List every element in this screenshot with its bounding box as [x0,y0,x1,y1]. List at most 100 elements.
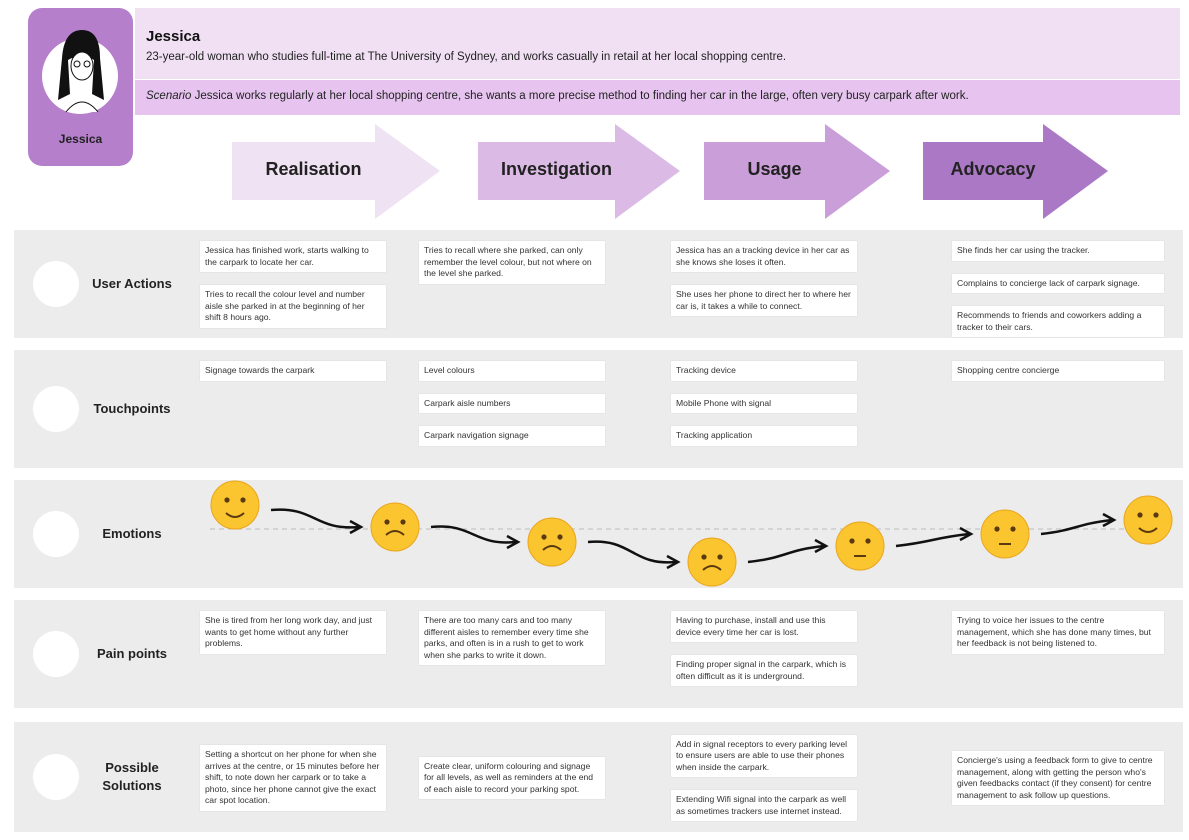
stage-label: Investigation [500,159,612,179]
note: Mobile Phone with signal [671,393,857,413]
emotion-shape [349,519,364,535]
note-column: She finds her car using the tracker. Comp… [952,241,1164,337]
note: Tracking device [671,361,857,381]
note-column: There are too many cars and too many dif… [419,611,605,699]
emotion-shape [506,534,521,550]
persona-name: Jessica [146,28,201,45]
row-icon [33,754,79,800]
note-column: Add in signal receptors to every parking… [671,733,857,823]
note-column: Shopping centre concierge [952,361,1164,459]
emotion-shape [980,509,1030,559]
stage-arrows [232,124,1108,219]
emotion-shape [835,521,885,571]
note: Jessica has an a tracking device in her … [671,241,857,272]
note-column: Trying to voice her issues to the centre… [952,611,1164,699]
note-column: Create clear, uniform colouring and sign… [419,733,605,823]
row-icon [33,511,79,557]
note-column: Having to purchase, install and use this… [671,611,857,699]
note: She finds her car using the tracker. [952,241,1164,261]
note: Tracking application [671,426,857,446]
note-column: Concierge's using a feedback form to giv… [952,733,1164,823]
row-icon [33,386,79,432]
emotion-shape [400,519,406,525]
emotion-shape [895,532,970,548]
note: Extending Wifi signal into the carpark a… [671,790,857,822]
emotion-shape [1102,512,1117,528]
row-label: Pain points [96,646,168,661]
emotion-shape [541,534,547,540]
emotion-shape [702,565,722,571]
note: Complains to concierge lack of carpark s… [952,273,1164,293]
row-label: Possible Solutions [102,760,162,793]
row-label: User Actions [92,276,172,291]
note: Concierge's using a feedback form to giv… [952,751,1164,805]
emotion-shape [666,554,681,570]
stage-label: Advocacy [950,159,1036,179]
scenario: Scenario Jessica works regularly at her … [146,90,969,102]
avatar-card: Jessica [28,8,133,166]
note: Carpark navigation signage [419,426,605,446]
note: Level colours [419,361,605,381]
note: Finding proper signal in the carpark, wh… [671,655,857,686]
emotion-shape [587,540,677,564]
emotion-shape [814,538,829,554]
note-column: She is tired from her long work day, and… [200,611,386,699]
note-column: Tracking device Mobile Phone with signal T… [671,361,857,459]
note-column: Level colours Carpark aisle numbers Carpar… [419,361,605,459]
note: Tries to recall where she parked, can on… [419,241,605,284]
note: Create clear, uniform colouring and sign… [419,756,605,800]
emotion-shape [717,554,723,560]
note: She uses her phone to direct her to wher… [671,285,857,316]
note: Recommends to friends and coworkers addi… [952,306,1164,337]
emotion-shape [994,526,1000,532]
emotion-shape [557,534,563,540]
note-column: Signage towards the carpark [200,361,386,459]
emotion-shape [849,538,855,544]
persona-description: 23-year-old woman who studies full-time … [146,51,787,63]
note-column: Tries to recall where she parked, can on… [419,241,605,329]
emotion-shape [225,512,245,518]
note: Setting a shortcut on her phone for when… [200,745,386,811]
row-label: Touchpoints [93,401,171,416]
stage-arrow [478,124,680,219]
emotion-shape [385,530,405,536]
emotion-shape [240,497,246,503]
emotion-shape [224,497,230,503]
emotion-shape [270,508,360,529]
emotion-shape [687,537,737,587]
emotion-shape [384,519,390,525]
stage-arrow [923,124,1108,219]
note: Tries to recall the colour level and num… [200,285,386,328]
emotion-shape [865,538,871,544]
scenario-text: Jessica works regularly at her local sho… [194,90,969,102]
note: Trying to voice her issues to the centre… [952,611,1164,654]
emotion-shape [701,554,707,560]
note: She is tired from her long work day, and… [200,611,386,654]
emotion-shape [1138,527,1158,533]
emotion-shape [210,480,260,530]
persona-band [135,8,1180,79]
emotion-shape [430,525,517,544]
note-column: Jessica has finished work, starts walkin… [200,241,386,329]
emotion-shape [527,517,577,567]
row-icon [33,261,79,307]
note: Signage towards the carpark [200,361,386,381]
note-column: Setting a shortcut on her phone for when… [200,733,386,823]
note: Add in signal receptors to every parking… [671,734,857,778]
emotion-shape [1153,512,1159,518]
note-column: Jessica has an a tracking device in her … [671,241,857,329]
note: Shopping centre concierge [952,361,1164,381]
note: There are too many cars and too many dif… [419,611,605,665]
row-label: Emotions [102,526,162,541]
stage-arrow [704,124,890,219]
emotion-shape [959,526,974,542]
stage-arrow [232,124,440,219]
emotion-shape [1040,518,1113,536]
emotion-shape [542,545,562,551]
row-icon [33,631,79,677]
avatar-label: Jessica [58,132,103,146]
emotion-shape [1010,526,1016,532]
note: Carpark aisle numbers [419,393,605,413]
avatar [42,30,118,114]
